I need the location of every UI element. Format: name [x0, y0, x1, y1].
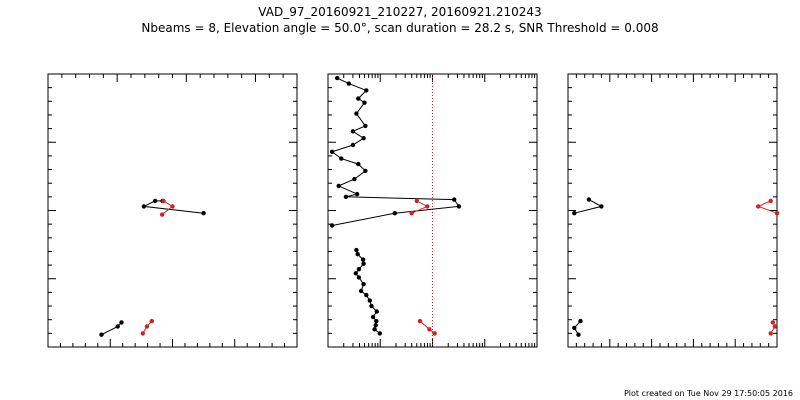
black-data-point	[354, 111, 359, 116]
black-data-point	[358, 288, 364, 294]
red-series-line	[756, 200, 778, 214]
plot-frame	[567, 73, 778, 348]
black-data-point	[350, 129, 356, 134]
black-data-point	[372, 327, 377, 332]
black-data-point	[346, 81, 351, 86]
red-data-point	[432, 331, 437, 336]
red-data-point	[417, 318, 423, 324]
black-data-point	[119, 320, 124, 325]
black-data-point	[336, 183, 341, 189]
black-data-point	[335, 75, 340, 81]
black-series-line	[142, 200, 204, 214]
black-data-point	[356, 161, 361, 167]
black-data-point	[339, 156, 344, 161]
black-data-point	[353, 271, 358, 276]
red-data-point	[427, 327, 432, 332]
red-data-point	[768, 198, 773, 204]
red-data-point	[414, 198, 419, 204]
plot-frame	[327, 73, 538, 348]
red-data-point	[756, 204, 761, 209]
black-data-point	[361, 261, 366, 266]
black-data-point	[141, 204, 147, 209]
black-data-point	[572, 325, 577, 331]
velocity-panel	[327, 73, 538, 348]
figure-subtitle: Nbeams = 8, Elevation angle = 50.0°, sca…	[141, 21, 658, 35]
red-data-point	[161, 198, 166, 204]
black-series-line	[101, 322, 122, 336]
black-data-point	[354, 191, 360, 197]
red-series-line	[419, 320, 435, 334]
black-data-point	[370, 314, 376, 320]
black-data-point	[576, 332, 581, 337]
red-data-point	[144, 324, 150, 329]
red-data-point	[774, 211, 780, 216]
red-data-point	[425, 204, 430, 209]
black-data-point	[364, 292, 369, 298]
black-data-point	[152, 198, 158, 204]
red-data-point	[170, 204, 175, 209]
black-data-point	[364, 88, 369, 93]
red-data-point	[772, 324, 778, 329]
wind-panel	[47, 73, 298, 348]
black-data-point	[452, 197, 457, 202]
black-data-point	[363, 123, 368, 129]
black-data-point	[352, 176, 357, 182]
black-data-point	[586, 197, 592, 202]
black-series-line	[331, 77, 460, 226]
black-data-point	[355, 252, 360, 257]
black-data-point	[392, 211, 397, 216]
black-data-point	[329, 223, 335, 228]
black-data-point	[377, 331, 382, 336]
black-data-point	[356, 267, 362, 272]
plot-frame	[47, 73, 298, 348]
black-data-point	[373, 323, 378, 328]
black-data-point	[361, 136, 366, 141]
figure-title: VAD_97_20160921_210227, 20160921.210243	[258, 5, 541, 19]
black-data-point	[456, 204, 462, 209]
black-data-point	[329, 149, 335, 154]
black-data-point	[343, 194, 349, 199]
correlation-panel	[567, 73, 780, 348]
red-data-point	[140, 331, 145, 336]
black-data-point	[99, 332, 104, 337]
black-data-point	[363, 168, 368, 174]
black-series-line	[574, 199, 603, 214]
black-data-point	[369, 303, 374, 309]
black-data-point	[356, 96, 361, 101]
black-data-point	[115, 324, 120, 329]
black-data-point	[350, 142, 356, 148]
red-data-point	[768, 331, 773, 336]
black-data-point	[356, 275, 362, 280]
black-data-point	[201, 211, 206, 216]
black-data-point	[572, 211, 577, 216]
black-data-point	[361, 282, 366, 287]
black-data-point	[354, 247, 359, 253]
black-data-point	[362, 100, 367, 105]
red-data-point	[159, 212, 165, 217]
black-data-point	[374, 309, 379, 314]
red-data-point	[770, 320, 775, 325]
black-data-point	[578, 318, 583, 324]
black-data-point	[599, 204, 604, 209]
black-data-point	[367, 298, 372, 303]
black-data-point	[360, 257, 366, 262]
red-data-point	[409, 211, 414, 216]
red-data-point	[149, 318, 154, 324]
plot-created-footer: Plot created on Tue Nov 29 17:50:05 2016	[624, 389, 793, 398]
black-data-point	[374, 318, 379, 324]
